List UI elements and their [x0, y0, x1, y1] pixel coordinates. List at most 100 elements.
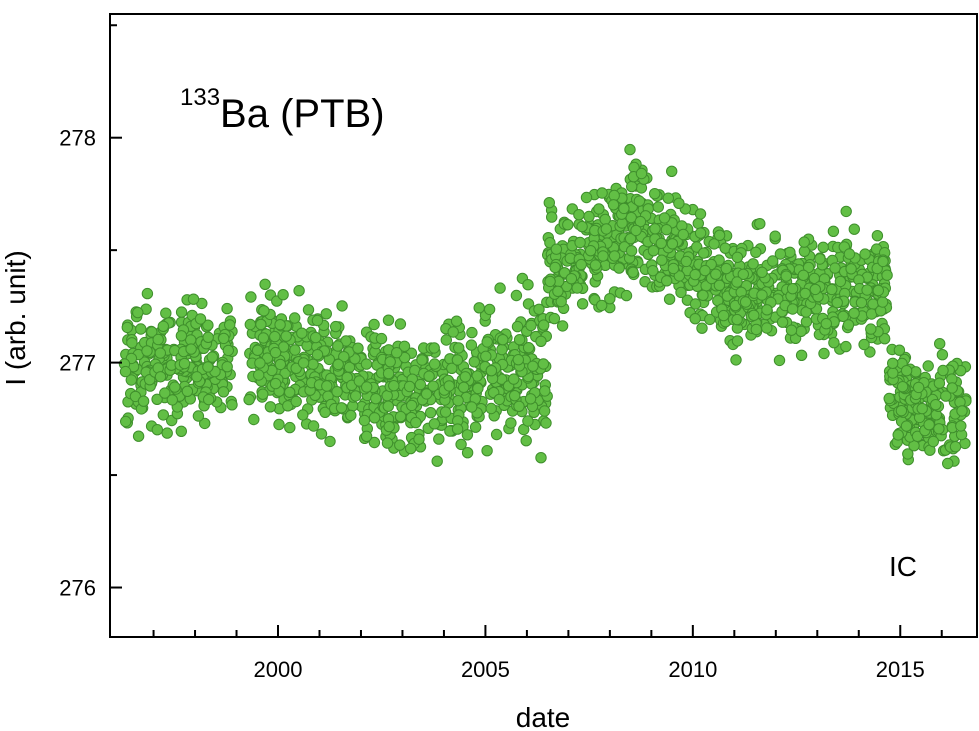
- data-point: [858, 338, 870, 351]
- data-point: [797, 269, 810, 281]
- data-point: [694, 208, 707, 220]
- data-point: [297, 409, 309, 421]
- data-point: [332, 358, 344, 371]
- data-point: [269, 346, 282, 359]
- data-point: [141, 345, 153, 357]
- data-point: [647, 245, 660, 257]
- data-point: [157, 409, 170, 421]
- data-point: [940, 390, 952, 402]
- data-point: [865, 323, 877, 335]
- data-point: [673, 197, 685, 210]
- data-point: [934, 338, 946, 350]
- data-point: [828, 337, 840, 349]
- data-point: [546, 211, 558, 223]
- data-point: [452, 395, 464, 407]
- data-point: [368, 412, 381, 424]
- data-point: [202, 319, 214, 331]
- data-point: [157, 320, 170, 332]
- data-point: [121, 321, 134, 334]
- data-point: [848, 307, 860, 319]
- data-point: [450, 315, 463, 327]
- data-point: [320, 308, 332, 320]
- data-point: [440, 334, 452, 346]
- data-point: [264, 401, 277, 413]
- data-point: [872, 284, 884, 297]
- data-point: [405, 442, 417, 455]
- data-point: [120, 415, 132, 428]
- data-point: [533, 303, 545, 315]
- data-point: [576, 220, 588, 233]
- data-point: [525, 319, 537, 332]
- data-point: [799, 287, 811, 300]
- data-point: [497, 334, 509, 346]
- data-point: [290, 395, 302, 408]
- y-tick-label: 277: [59, 351, 96, 376]
- data-point: [154, 347, 167, 359]
- data-point: [713, 279, 726, 291]
- data-point: [604, 293, 616, 305]
- data-point: [472, 382, 484, 395]
- data-point: [307, 420, 320, 432]
- data-point: [248, 413, 260, 426]
- data-point: [439, 406, 452, 418]
- data-point: [774, 248, 787, 260]
- data-point: [710, 268, 722, 280]
- data-point: [522, 279, 534, 291]
- plot-frame: [109, 13, 978, 638]
- data-point: [494, 282, 506, 294]
- data-point: [126, 337, 138, 349]
- data-point: [311, 314, 324, 327]
- data-point: [428, 358, 441, 370]
- data-point: [135, 323, 147, 335]
- data-point: [274, 319, 286, 331]
- data-point: [895, 405, 908, 417]
- data-point: [431, 455, 443, 467]
- data-point: [680, 255, 692, 268]
- data-point: [652, 201, 664, 213]
- data-point: [597, 250, 609, 262]
- data-point: [485, 402, 497, 415]
- data-point: [480, 350, 492, 362]
- data-point: [565, 273, 578, 285]
- data-point: [761, 322, 773, 334]
- data-point: [599, 213, 611, 226]
- data-point: [520, 435, 532, 447]
- data-point: [826, 283, 838, 296]
- data-point: [876, 296, 889, 308]
- data-point: [861, 284, 873, 296]
- data-point: [589, 259, 602, 271]
- data-point: [403, 380, 416, 393]
- data-point: [381, 437, 394, 449]
- data-point: [269, 330, 281, 343]
- data-point: [731, 335, 744, 347]
- data-point: [461, 429, 474, 441]
- data-point: [562, 219, 574, 231]
- data-point: [808, 272, 820, 285]
- data-point: [202, 361, 214, 373]
- data-point: [539, 385, 551, 397]
- data-point: [382, 367, 395, 380]
- data-point: [769, 230, 781, 242]
- data-point: [649, 223, 661, 235]
- data-point: [383, 420, 395, 433]
- data-point: [350, 390, 362, 402]
- data-point: [584, 245, 597, 257]
- data-point: [471, 370, 483, 382]
- data-point: [864, 346, 876, 358]
- annotation-label: IC: [889, 551, 917, 582]
- data-point: [251, 344, 264, 356]
- data-point: [181, 385, 194, 397]
- data-point: [352, 342, 364, 354]
- data-point: [667, 262, 680, 275]
- data-point: [748, 309, 760, 321]
- data-point: [574, 236, 586, 249]
- x-tick-label: 2000: [254, 657, 303, 682]
- data-point: [689, 268, 701, 281]
- data-point: [731, 276, 743, 288]
- data-point: [786, 283, 799, 295]
- data-point: [535, 452, 547, 464]
- data-point: [661, 275, 673, 287]
- data-point: [423, 370, 435, 382]
- data-point: [496, 343, 508, 356]
